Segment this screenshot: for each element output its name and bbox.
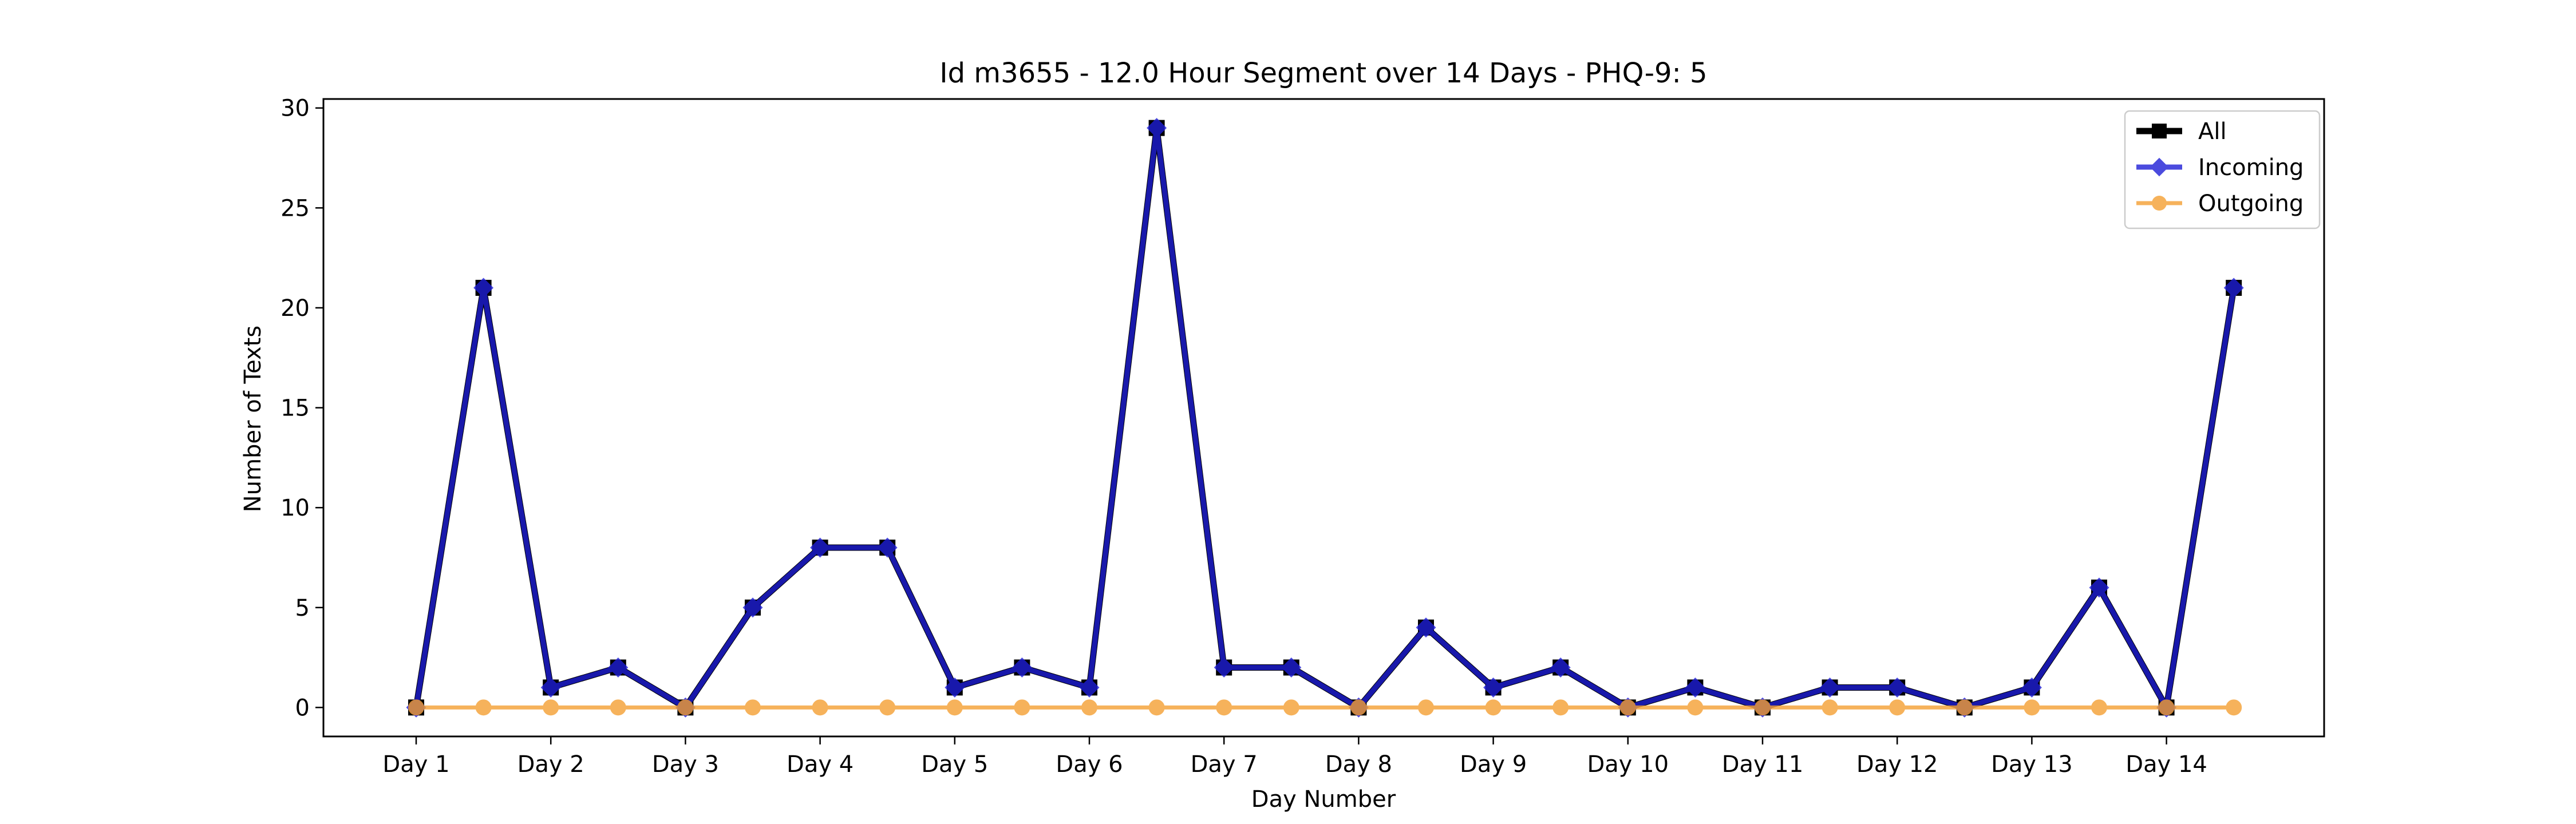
- data-point: [1552, 699, 1569, 716]
- legend-label: Incoming: [2198, 154, 2304, 181]
- data-point: [677, 699, 694, 716]
- data-point: [879, 699, 896, 716]
- data-point: [408, 699, 424, 716]
- data-point: [2089, 577, 2109, 598]
- x-tick-label: Day 8: [1325, 751, 1392, 778]
- data-point: [1822, 699, 1838, 716]
- data-point: [1755, 699, 1771, 716]
- data-point: [1079, 677, 1100, 698]
- legend-label: Outgoing: [2198, 191, 2304, 217]
- y-tick-label: 30: [280, 96, 310, 122]
- data-point: [1956, 699, 1973, 716]
- series-line: [413, 125, 2237, 711]
- plot-frame: [322, 98, 2325, 738]
- data-point: [945, 677, 965, 698]
- series-all: [408, 120, 2242, 716]
- data-point: [1081, 699, 1097, 716]
- legend-swatch-marker: [2152, 124, 2167, 138]
- data-point: [2021, 677, 2042, 698]
- data-point: [1014, 699, 1030, 716]
- legend-swatch-marker: [2150, 157, 2169, 177]
- x-tick-label: Day 12: [1856, 751, 1938, 778]
- y-tick-label: 5: [295, 595, 310, 621]
- data-point: [1012, 657, 1032, 678]
- data-point: [2091, 699, 2107, 716]
- data-point: [543, 699, 559, 716]
- data-point: [1820, 677, 1840, 698]
- data-point: [1619, 699, 1636, 716]
- legend-entry: [2136, 196, 2182, 211]
- legend-entry: [2136, 157, 2182, 177]
- x-tick-label: Day 13: [1991, 751, 2073, 778]
- data-point: [1685, 677, 1705, 698]
- x-tick-label: Day 2: [517, 751, 584, 778]
- legend-box: [2124, 110, 2321, 229]
- y-axis: 0 5 10 15 20 25 30: [280, 96, 323, 721]
- legend-label: All: [2198, 118, 2227, 145]
- data-point: [1214, 657, 1234, 678]
- data-point: [1416, 617, 1436, 638]
- series-outgoing: [408, 699, 2242, 716]
- x-tick-label: Day 10: [1587, 751, 1669, 778]
- x-tick-label: Day 7: [1191, 751, 1258, 778]
- data-point: [1687, 699, 1704, 716]
- x-tick-label: Day 1: [382, 751, 449, 778]
- x-tick-label: Day 6: [1056, 751, 1123, 778]
- data-point: [2024, 699, 2040, 716]
- x-tick-label: Day 4: [787, 751, 854, 778]
- series-incoming: [406, 118, 2244, 718]
- data-point: [2223, 278, 2244, 298]
- chart-title: Id m3655 - 12.0 Hour Segment over 14 Day…: [939, 57, 1707, 89]
- data-point: [2158, 699, 2175, 716]
- data-point: [1283, 699, 1299, 716]
- data-point: [877, 537, 898, 558]
- plot-area: [322, 98, 2325, 738]
- data-point: [1148, 699, 1165, 716]
- data-point: [2226, 699, 2242, 716]
- x-axis-label: Day Number: [1251, 786, 1396, 813]
- data-point: [608, 657, 629, 678]
- data-point: [810, 537, 831, 558]
- x-tick-label: Day 11: [1722, 751, 1804, 778]
- data-point: [742, 597, 763, 618]
- legend: All Incoming Outgoing: [2124, 110, 2321, 229]
- y-tick-label: 0: [295, 695, 310, 721]
- x-tick-label: Day 3: [652, 751, 719, 778]
- series-line: [413, 125, 2237, 710]
- data-point: [610, 699, 626, 716]
- data-point: [1216, 699, 1232, 716]
- y-tick-label: 25: [280, 195, 310, 221]
- data-point: [1350, 699, 1367, 716]
- data-point: [540, 677, 561, 698]
- x-tick-label: Day 9: [1460, 751, 1527, 778]
- data-point: [1889, 699, 1906, 716]
- legend-swatch-marker: [2152, 196, 2167, 211]
- data-point: [473, 278, 494, 298]
- data-point: [475, 699, 492, 716]
- data-point: [1887, 677, 1907, 698]
- data-point: [946, 699, 963, 716]
- x-tick-label: Day 5: [921, 751, 988, 778]
- data-point: [1281, 657, 1302, 678]
- y-tick-label: 20: [280, 295, 310, 322]
- data-point: [1418, 699, 1434, 716]
- data-point: [1485, 699, 1502, 716]
- data-point: [1550, 657, 1571, 678]
- legend-entry: [2136, 124, 2182, 138]
- data-point: [1147, 118, 1167, 138]
- x-axis: Day 1 Day 2 Day 3 Day 4 Day 5 Day 6 Day 7 Day 8…: [382, 736, 2207, 778]
- y-tick-label: 15: [280, 395, 310, 422]
- y-tick-label: 10: [280, 495, 310, 521]
- data-point: [1483, 677, 1504, 698]
- x-tick-label: Day 14: [2125, 751, 2207, 778]
- data-point: [812, 699, 828, 716]
- data-point: [745, 699, 761, 716]
- y-axis-label: Number of Texts: [240, 326, 266, 512]
